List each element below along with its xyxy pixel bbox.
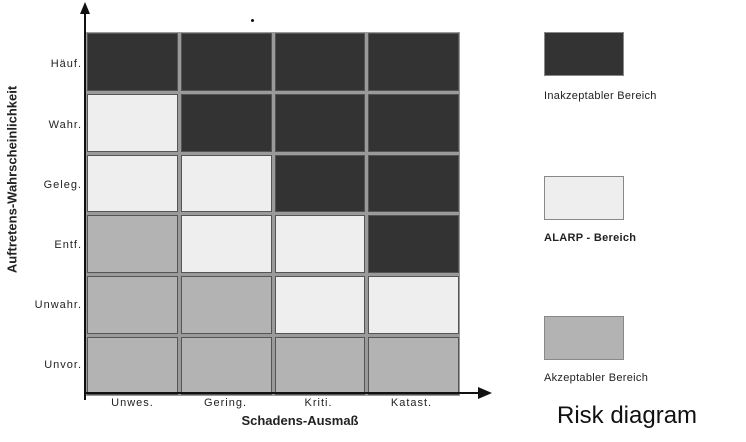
legend-label-alarp: ALARP - Bereich bbox=[544, 232, 637, 244]
legend-swatch-alarp bbox=[544, 176, 624, 220]
diagram-caption: Risk diagram bbox=[557, 402, 698, 429]
risk-cell-r5-c1-acceptable bbox=[180, 337, 272, 395]
risk-matrix-grid bbox=[86, 32, 460, 396]
risk-cell-r3-c0-acceptable bbox=[87, 215, 178, 274]
col-label-unwes: Unwes. bbox=[111, 397, 154, 409]
legend-swatch-inacceptable bbox=[544, 32, 624, 76]
legend-swatch-acceptable bbox=[544, 316, 624, 360]
risk-cell-r5-c2-acceptable bbox=[274, 337, 366, 395]
row-label-haeuf: Häuf. bbox=[50, 58, 82, 70]
risk-cell-r0-c2-inacceptable bbox=[274, 33, 366, 91]
risk-cell-r1-c1-inacceptable bbox=[180, 93, 272, 152]
col-label-gering: Gering. bbox=[203, 397, 248, 409]
row-label-entf: Entf. bbox=[54, 239, 82, 251]
risk-cell-r2-c3-inacceptable bbox=[368, 154, 459, 213]
y-axis-title: Auftretens-Wahrscheinlichkeit bbox=[4, 85, 20, 274]
legend-label-acceptable: Akzeptabler Bereich bbox=[544, 372, 649, 384]
risk-cell-r2-c1-alarp bbox=[180, 154, 272, 213]
y-axis-arrow bbox=[80, 2, 90, 14]
risk-cell-r1-c0-alarp bbox=[87, 93, 178, 152]
legend-label-inacceptable: Inakzeptabler Bereich bbox=[544, 90, 657, 102]
risk-cell-r4-c1-acceptable bbox=[180, 276, 272, 335]
risk-cell-r5-c3-acceptable bbox=[368, 337, 459, 395]
risk-cell-r0-c0-inacceptable bbox=[87, 33, 178, 91]
stray-dot bbox=[251, 19, 254, 22]
x-axis-title: Schadens-Ausmaß bbox=[241, 413, 359, 428]
row-label-unvor: Unvor. bbox=[44, 359, 82, 371]
risk-cell-r2-c0-alarp bbox=[87, 154, 178, 213]
risk-cell-r3-c2-alarp bbox=[274, 215, 366, 274]
risk-cell-r4-c0-acceptable bbox=[87, 276, 178, 335]
col-label-kriti: Kriti. bbox=[304, 397, 333, 409]
risk-cell-r2-c2-inacceptable bbox=[274, 154, 366, 213]
risk-cell-r4-c3-alarp bbox=[368, 276, 459, 335]
y-axis-line bbox=[84, 8, 86, 400]
row-label-wahr: Wahr. bbox=[48, 119, 82, 131]
risk-cell-r0-c1-inacceptable bbox=[180, 33, 272, 91]
row-label-unwahr: Unwahr. bbox=[34, 299, 82, 311]
col-label-katast: Katast. bbox=[390, 397, 433, 409]
risk-cell-r1-c2-inacceptable bbox=[274, 93, 366, 152]
risk-cell-r3-c3-inacceptable bbox=[368, 215, 459, 274]
x-axis-arrow bbox=[478, 387, 492, 399]
risk-cell-r5-c0-acceptable bbox=[87, 337, 178, 395]
row-label-geleg: Geleg. bbox=[43, 179, 82, 191]
risk-cell-r3-c1-alarp bbox=[180, 215, 272, 274]
risk-cell-r4-c2-alarp bbox=[274, 276, 366, 335]
risk-cell-r0-c3-inacceptable bbox=[368, 33, 459, 91]
risk-cell-r1-c3-inacceptable bbox=[368, 93, 459, 152]
x-axis-line bbox=[84, 392, 480, 394]
